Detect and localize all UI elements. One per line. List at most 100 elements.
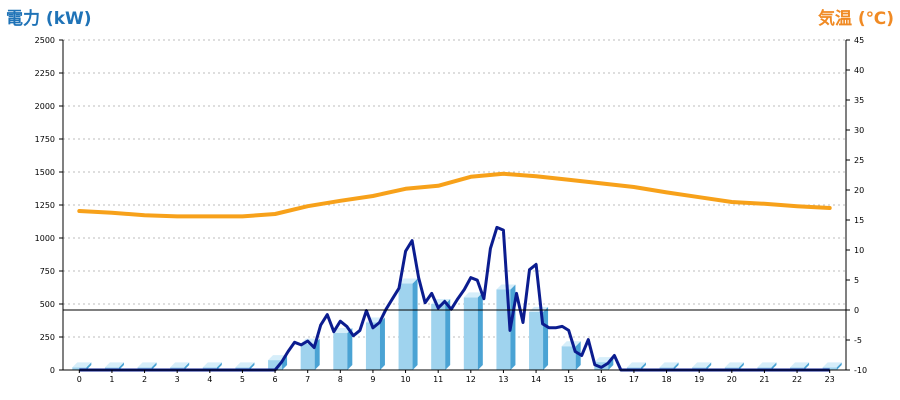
left-tick-label: 250 (40, 333, 55, 342)
bar-top (659, 362, 679, 368)
x-tick-label: 14 (531, 375, 541, 384)
bar-front (333, 333, 348, 370)
bar-top (724, 362, 744, 368)
left-tick-label: 1500 (35, 168, 55, 177)
bar-side (771, 362, 777, 370)
right-tick-label: 30 (854, 126, 864, 135)
bar-top (137, 362, 157, 368)
bar-side (379, 317, 385, 370)
bar-side (804, 362, 810, 370)
right-tick-label: 45 (854, 36, 864, 45)
x-tick-label: 1 (109, 375, 114, 384)
x-tick-label: 10 (400, 375, 410, 384)
right-axis-title: 気温 (℃) (817, 9, 894, 29)
right-tick-label: 5 (854, 276, 859, 285)
power-bars (72, 278, 842, 370)
right-tick-label: 20 (854, 186, 864, 195)
left-tick-label: 1250 (35, 201, 55, 210)
x-tick-label: 9 (370, 375, 375, 384)
bar-side (738, 362, 744, 370)
x-tick-label: 2 (142, 375, 147, 384)
right-tick-label: 0 (854, 306, 859, 315)
right-tick-label: -5 (854, 336, 862, 345)
temperature-series (77, 171, 832, 219)
bar-side (347, 328, 353, 370)
bar-side (445, 299, 451, 370)
left-axis-title: 電力 (kW) (6, 9, 92, 29)
right-tick-label: 35 (854, 96, 864, 105)
bar-side (575, 341, 581, 370)
x-tick-label: 4 (207, 375, 212, 384)
x-tick-label: 16 (596, 375, 606, 384)
bar-side (216, 362, 222, 370)
x-tick-label: 15 (564, 375, 574, 384)
bar-side (836, 362, 842, 370)
bar-front (561, 346, 576, 370)
bar-top (104, 362, 124, 368)
x-tick-label: 7 (305, 375, 310, 384)
left-tick-label: 2500 (35, 36, 55, 45)
bar-side (706, 362, 712, 370)
x-tick-label: 13 (498, 375, 508, 384)
right-tick-label: 25 (854, 156, 864, 165)
x-tick-label: 22 (792, 375, 802, 384)
power-series (79, 225, 830, 372)
x-tick-label: 3 (175, 375, 180, 384)
bar-side (86, 362, 92, 370)
bar-top (235, 362, 255, 368)
temperature-line (77, 171, 832, 219)
left-tick-label: 1000 (35, 234, 55, 243)
x-tick-label: 5 (240, 375, 245, 384)
bar-side (151, 362, 157, 370)
bar-top (529, 306, 549, 312)
bar-top (561, 341, 581, 347)
left-tick-label: 2000 (35, 102, 55, 111)
bar-side (477, 292, 483, 370)
right-tick-label: -10 (854, 366, 867, 375)
x-tick-label: 19 (694, 375, 704, 384)
bar-front (463, 297, 478, 370)
bar-top (398, 278, 418, 284)
x-tick-label: 8 (338, 375, 343, 384)
bar-front (268, 360, 283, 370)
bar-top (692, 362, 712, 368)
x-tick-label: 0 (77, 375, 82, 384)
right-tick-label: 10 (854, 246, 864, 255)
bar-top (822, 362, 842, 368)
bar-top (170, 362, 190, 368)
bar-front (398, 283, 413, 370)
axes (59, 39, 850, 373)
x-tick-label: 17 (629, 375, 639, 384)
bar-top (790, 362, 810, 368)
x-tick-label: 11 (433, 375, 443, 384)
bar-top (202, 362, 222, 368)
bar-side (118, 362, 124, 370)
bar-side (640, 362, 646, 370)
right-tick-label: 15 (854, 216, 864, 225)
bar-front (365, 322, 380, 370)
left-tick-label: 750 (40, 267, 55, 276)
x-tick-label: 18 (661, 375, 671, 384)
bar-front (300, 343, 315, 370)
tick-labels: 02505007501000125015001750200022502500-1… (35, 36, 867, 384)
grid (63, 39, 846, 338)
bar-side (249, 362, 255, 370)
left-tick-label: 1750 (35, 135, 55, 144)
bar-side (673, 362, 679, 370)
bar-top (463, 292, 483, 298)
bar-top (757, 362, 777, 368)
left-tick-label: 0 (50, 366, 55, 375)
x-tick-label: 6 (273, 375, 278, 384)
bar-side (282, 355, 288, 370)
bar-side (412, 278, 418, 370)
bar-top (72, 362, 92, 368)
bar-side (184, 362, 190, 370)
x-tick-label: 20 (727, 375, 737, 384)
bar-side (543, 306, 549, 370)
x-tick-label: 23 (825, 375, 835, 384)
left-tick-label: 2250 (35, 69, 55, 78)
left-tick-label: 500 (40, 300, 55, 309)
x-tick-label: 21 (759, 375, 769, 384)
x-tick-label: 12 (466, 375, 476, 384)
